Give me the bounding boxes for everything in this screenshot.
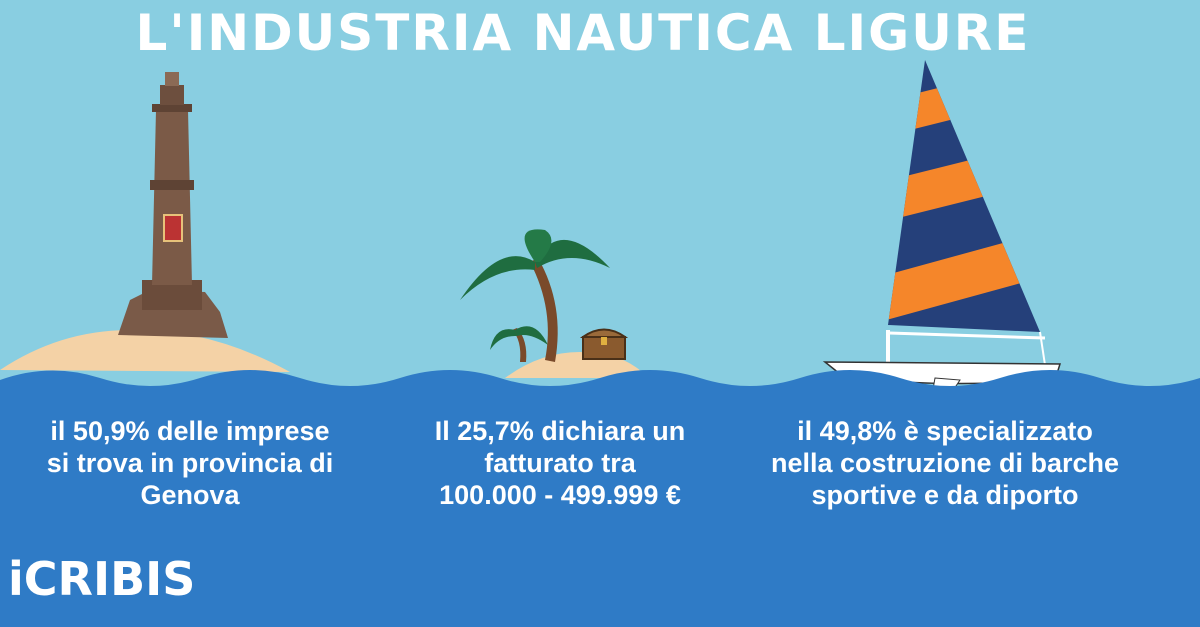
- logo: iCRIBIS: [8, 552, 195, 606]
- fact-line: Il 25,7% dichiara un: [435, 416, 686, 446]
- treasure-chest: [579, 328, 629, 360]
- fact-line: il 50,9% delle imprese: [50, 416, 329, 446]
- title: L'INDUSTRIA NAUTICA LIGURE: [136, 4, 1031, 62]
- lighthouse: [118, 72, 228, 338]
- sand-island: [0, 329, 290, 372]
- palm-tree: [460, 229, 610, 362]
- fact-line: 100.000 - 499.999 €: [439, 480, 681, 510]
- fact-line: il 49,8% è specializzato: [797, 416, 1093, 446]
- fact-line: fatturato tra: [484, 448, 636, 478]
- fact-line: Genova: [140, 480, 240, 510]
- fact-line: si trova in provincia di: [47, 448, 334, 478]
- fact-line: sportive e da diporto: [811, 480, 1078, 510]
- fact-line: nella costruzione di barche: [771, 448, 1119, 478]
- sea: [0, 370, 1200, 627]
